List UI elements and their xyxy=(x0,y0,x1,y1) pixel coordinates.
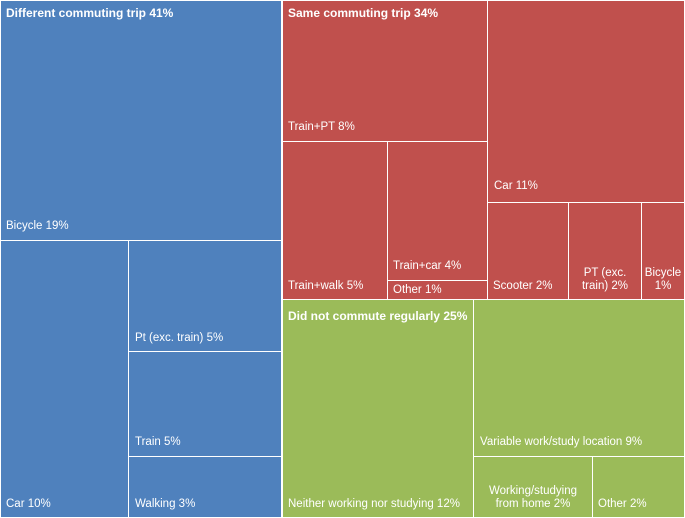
cell-variable: Variable work/study location 9% xyxy=(473,299,685,457)
cell-scooter-same: Scooter 2% xyxy=(487,202,569,300)
cell-neither: Did not commute regularly 25% Neither wo… xyxy=(282,299,474,518)
cell-car-different: Car 10% xyxy=(0,240,129,518)
label-train-car-same: Train+car 4% xyxy=(393,260,462,272)
label-car-different: Car 10% xyxy=(6,498,51,510)
label-neither: Neither working nor studying 12% xyxy=(288,498,460,510)
label-scooter-same: Scooter 2% xyxy=(493,280,553,292)
label-variable: Variable work/study location 9% xyxy=(480,436,643,448)
label-home: Working/studying from home 2% xyxy=(489,485,577,510)
label-car-same: Car 11% xyxy=(494,180,538,192)
cell-car-same: Car 11% xyxy=(487,0,685,203)
cell-train-walk-same: Train+walk 5% xyxy=(282,141,388,300)
label-pt-different: Pt (exc. train) 5% xyxy=(135,332,224,344)
cell-train-different: Train 5% xyxy=(128,351,282,457)
label-train-walk-same: Train+walk 5% xyxy=(288,280,364,292)
cell-bicycle-different: Different commuting trip 41% Bicycle 19% xyxy=(0,0,282,241)
cell-train-pt-same: Same commuting trip 34% Train+PT 8% xyxy=(282,0,488,142)
cell-pt-same: PT (exc. train) 2% xyxy=(568,202,642,300)
label-bicycle-different: Bicycle 19% xyxy=(6,220,69,232)
label-pt-same: PT (exc. train) 2% xyxy=(581,267,629,292)
label-walking-different: Walking 3% xyxy=(135,498,196,510)
label-train-different: Train 5% xyxy=(135,436,181,448)
label-train-pt-same: Train+PT 8% xyxy=(288,121,355,133)
cell-bicycle-same: Bicycle 1% xyxy=(641,202,685,300)
group-label-same: Same commuting trip 34% xyxy=(288,6,439,20)
cell-home: Working/studying from home 2% xyxy=(473,456,593,518)
cell-other-same: Other 1% xyxy=(387,280,488,300)
label-other-did-not: Other 2% xyxy=(598,498,647,510)
group-label-did-not: Did not commute regularly 25% xyxy=(288,309,468,323)
cell-pt-different: Pt (exc. train) 5% xyxy=(128,240,282,352)
label-bicycle-same: Bicycle 1% xyxy=(644,267,682,292)
cell-other-did-not: Other 2% xyxy=(592,456,685,518)
label-other-same: Other 1% xyxy=(393,284,442,296)
cell-walking-different: Walking 3% xyxy=(128,456,282,518)
cell-train-car-same: Train+car 4% xyxy=(387,141,488,281)
group-label-different: Different commuting trip 41% xyxy=(6,6,174,20)
